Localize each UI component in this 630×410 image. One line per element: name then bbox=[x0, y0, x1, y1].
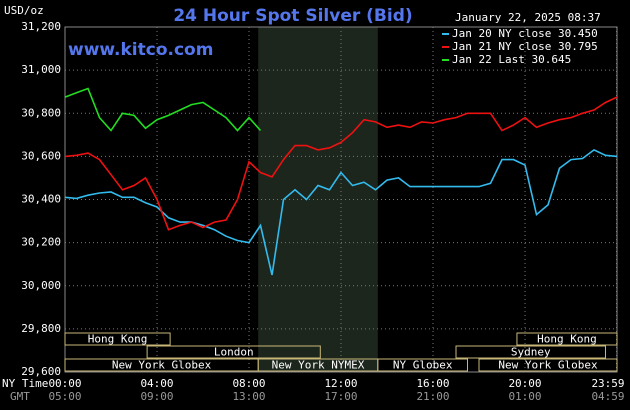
x-tick-label-gmt: 05:00 bbox=[48, 390, 81, 403]
y-tick-label: 31,200 bbox=[21, 20, 61, 33]
x-tick-label: 23:59 bbox=[591, 377, 624, 390]
x-row-label: NY Time bbox=[2, 377, 48, 390]
session-box bbox=[64, 332, 171, 346]
session-label: New York Globex bbox=[498, 359, 598, 372]
x-tick-label: 08:00 bbox=[232, 377, 265, 390]
session-box bbox=[377, 358, 468, 372]
session-box bbox=[455, 345, 606, 359]
x-tick-label: 04:00 bbox=[140, 377, 173, 390]
series-line bbox=[64, 96, 618, 231]
y-tick-label: 30,400 bbox=[21, 193, 61, 206]
series-line bbox=[64, 148, 618, 276]
y-tick-label: 29,600 bbox=[21, 365, 61, 378]
y-tick-label: 31,000 bbox=[21, 63, 61, 76]
chart-title: 24 Hour Spot Silver (Bid) bbox=[173, 6, 412, 26]
x-tick-label-gmt: 21:00 bbox=[416, 390, 449, 403]
x-tick-label-gmt: 17:00 bbox=[324, 390, 357, 403]
y-axis-label: USD/oz bbox=[4, 4, 44, 17]
session-box bbox=[146, 345, 321, 359]
x-tick-label: 16:00 bbox=[416, 377, 449, 390]
legend-label: Jan 20 NY close 30.450 bbox=[452, 27, 598, 40]
x-tick-label-gmt: 13:00 bbox=[232, 390, 265, 403]
y-tick-label: 30,000 bbox=[21, 279, 61, 292]
timestamp: January 22, 2025 08:37 bbox=[455, 11, 601, 24]
session-box bbox=[478, 358, 618, 372]
series-line bbox=[64, 87, 262, 132]
session-label: Hong Kong bbox=[537, 333, 597, 346]
session-label: Hong Kong bbox=[88, 333, 148, 346]
session-label: NY Globex bbox=[393, 359, 453, 372]
y-tick-label: 30,200 bbox=[21, 236, 61, 249]
plot-frame bbox=[64, 26, 618, 373]
y-tick-label: 30,600 bbox=[21, 149, 61, 162]
y-tick-label: 30,800 bbox=[21, 106, 61, 119]
x-tick-label-gmt: 09:00 bbox=[140, 390, 173, 403]
session-label: New York Globex bbox=[112, 359, 212, 372]
watermark: www.kitco.com bbox=[68, 40, 213, 60]
session-label: Sydney bbox=[511, 346, 551, 359]
session-box bbox=[516, 332, 618, 346]
legend-label: Jan 22 Last 30.645 bbox=[452, 53, 571, 66]
y-tick-label: 29,800 bbox=[21, 322, 61, 335]
legend-label: Jan 21 NY close 30.795 bbox=[452, 40, 598, 53]
x-tick-label-gmt: 01:00 bbox=[508, 390, 541, 403]
session-label: New York NYMEX bbox=[272, 359, 365, 372]
x-row-label: GMT bbox=[10, 390, 30, 403]
x-tick-label-gmt: 04:59 bbox=[591, 390, 624, 403]
x-tick-label: 12:00 bbox=[324, 377, 357, 390]
x-tick-label: 20:00 bbox=[508, 377, 541, 390]
session-label: London bbox=[214, 346, 254, 359]
x-tick-label: 00:00 bbox=[48, 377, 81, 390]
